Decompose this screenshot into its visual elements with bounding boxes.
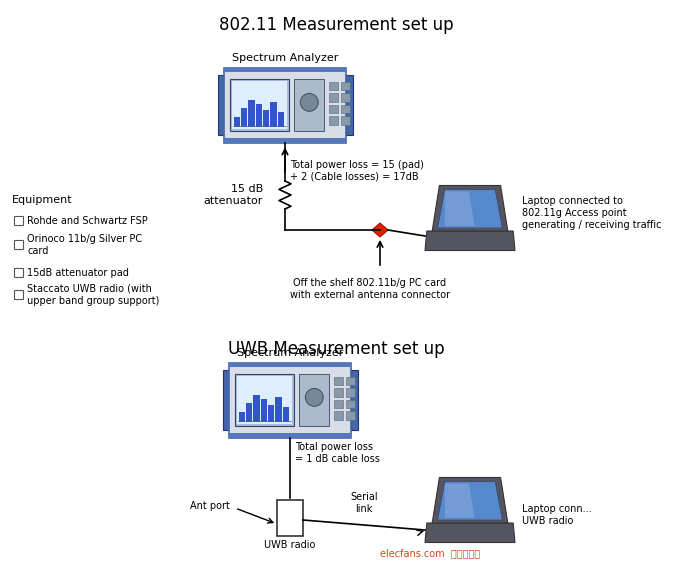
Polygon shape — [432, 185, 508, 231]
Bar — [224, 67, 346, 142]
Text: Total power loss
= 1 dB cable loss: Total power loss = 1 dB cable loss — [295, 442, 380, 464]
Bar — [283, 408, 289, 422]
Bar — [224, 138, 346, 142]
Bar — [224, 67, 346, 72]
Bar — [235, 374, 294, 426]
Polygon shape — [425, 523, 515, 543]
Text: Equipment: Equipment — [12, 195, 73, 205]
Bar — [329, 82, 339, 90]
Polygon shape — [445, 192, 474, 226]
Bar — [263, 110, 269, 127]
Bar — [341, 116, 351, 125]
Bar — [256, 104, 262, 127]
Bar — [346, 75, 353, 135]
Bar — [232, 81, 287, 129]
Bar — [229, 79, 289, 131]
FancyBboxPatch shape — [15, 291, 24, 299]
FancyBboxPatch shape — [15, 241, 24, 250]
Polygon shape — [372, 223, 388, 237]
Bar — [329, 105, 339, 113]
Bar — [346, 377, 355, 385]
Bar — [248, 100, 254, 127]
FancyBboxPatch shape — [15, 217, 24, 226]
Bar — [241, 108, 248, 127]
Text: Orinoco 11b/g Silver PC
card: Orinoco 11b/g Silver PC card — [27, 234, 142, 256]
Bar — [334, 377, 343, 385]
Bar — [346, 400, 355, 408]
Text: Laptop connected to
802.11g Access point
generating / receiving traffic: Laptop connected to 802.11g Access point… — [522, 197, 662, 230]
Polygon shape — [445, 483, 474, 518]
Text: Ant port: Ant port — [190, 501, 230, 511]
Text: UWB radio: UWB radio — [264, 540, 316, 550]
Bar — [275, 397, 282, 422]
Text: 15dB attenuator pad: 15dB attenuator pad — [27, 268, 129, 278]
Bar — [351, 370, 357, 430]
Bar — [268, 405, 275, 422]
Bar — [334, 412, 343, 420]
Bar — [271, 102, 277, 127]
Polygon shape — [432, 478, 508, 523]
Text: 802.11 Measurement set up: 802.11 Measurement set up — [219, 16, 454, 34]
Bar — [346, 388, 355, 397]
Bar — [229, 363, 351, 438]
Text: Spectrum Analyzer: Spectrum Analyzer — [232, 53, 339, 63]
Text: Laptop conn...
UWB radio: Laptop conn... UWB radio — [522, 504, 592, 526]
Text: 15 dB
attenuator: 15 dB attenuator — [204, 184, 263, 206]
Bar — [341, 93, 351, 101]
Bar — [334, 388, 343, 397]
Polygon shape — [437, 189, 503, 228]
Circle shape — [306, 389, 323, 406]
Text: Staccato UWB radio (with
upper band group support): Staccato UWB radio (with upper band grou… — [27, 284, 160, 306]
Bar — [299, 374, 329, 426]
Polygon shape — [437, 482, 503, 520]
Text: Spectrum Analyzer: Spectrum Analyzer — [237, 348, 343, 358]
Bar — [223, 370, 229, 430]
Bar — [237, 376, 292, 424]
Bar — [239, 412, 245, 422]
Text: elecfans.com  电子发烧友: elecfans.com 电子发烧友 — [380, 548, 480, 558]
Text: Serial
link: Serial link — [350, 492, 378, 514]
Bar — [253, 394, 260, 422]
Bar — [329, 93, 339, 101]
FancyBboxPatch shape — [15, 268, 24, 278]
Bar — [329, 116, 339, 125]
Bar — [346, 412, 355, 420]
Bar — [341, 82, 351, 90]
Bar — [217, 75, 224, 135]
Bar — [295, 79, 324, 131]
Circle shape — [300, 93, 318, 111]
Text: UWB Measurement set up: UWB Measurement set up — [227, 340, 444, 358]
Bar — [334, 400, 343, 408]
Bar — [229, 363, 351, 367]
Bar — [234, 117, 240, 127]
Polygon shape — [425, 231, 515, 250]
Text: Rohde and Schwartz FSP: Rohde and Schwartz FSP — [27, 216, 148, 226]
Bar — [229, 433, 351, 438]
Text: Total power loss = 15 (pad)
+ 2 (Cable losses) = 17dB: Total power loss = 15 (pad) + 2 (Cable l… — [290, 160, 424, 182]
Bar — [246, 403, 252, 422]
Bar — [278, 112, 284, 127]
Bar — [260, 399, 267, 422]
Bar — [277, 500, 303, 536]
Bar — [341, 105, 351, 113]
Text: Off the shelf 802.11b/g PC card
with external antenna connector: Off the shelf 802.11b/g PC card with ext… — [290, 278, 450, 300]
